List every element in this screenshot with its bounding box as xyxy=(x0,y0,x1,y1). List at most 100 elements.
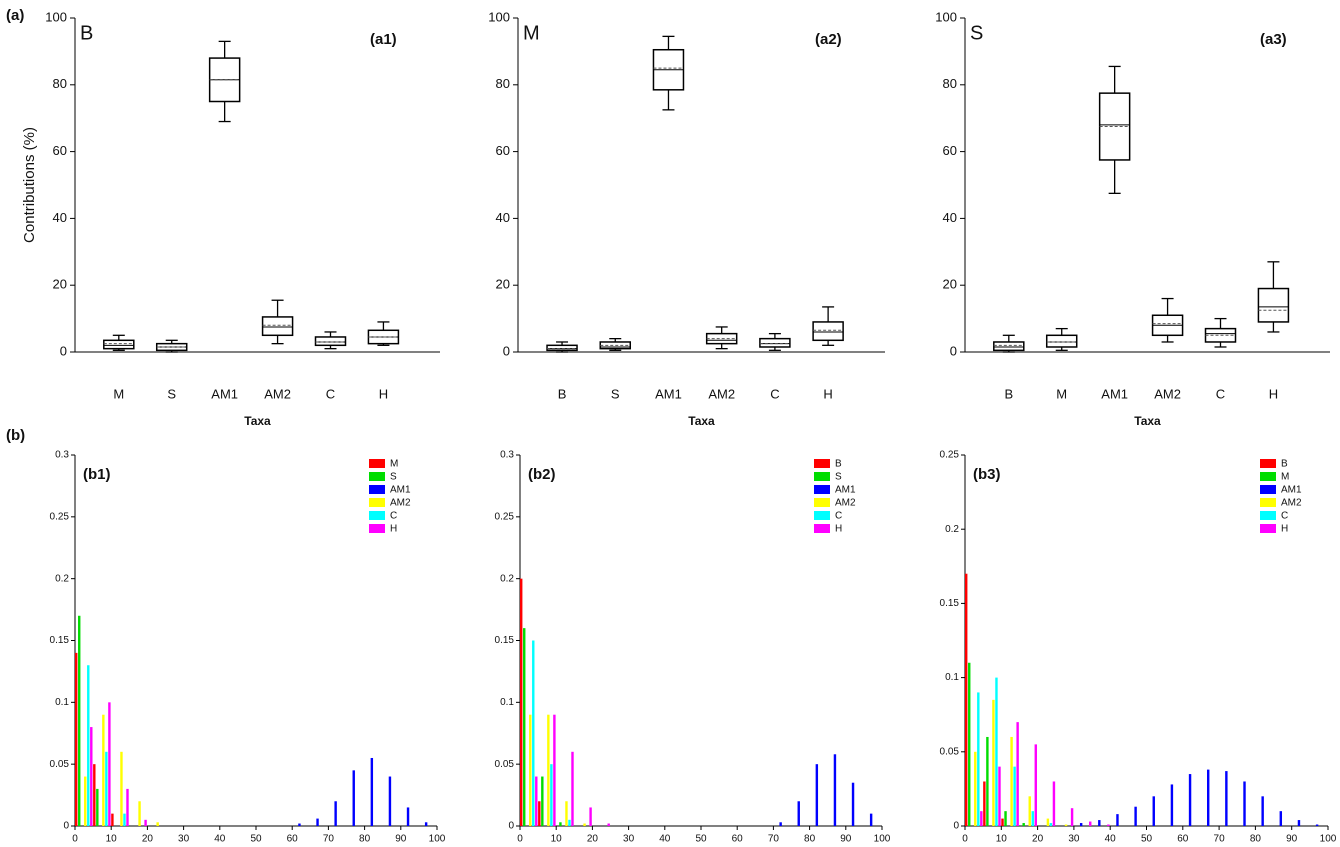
bar xyxy=(523,628,526,826)
legend-swatch xyxy=(369,459,385,468)
y-tick-label: 60 xyxy=(53,143,67,158)
bar xyxy=(851,782,855,826)
legend-swatch xyxy=(814,472,830,481)
bar xyxy=(998,766,1001,826)
x-tick-label: 40 xyxy=(659,834,671,845)
y-tick-label: 0.2 xyxy=(55,573,69,584)
bar xyxy=(529,714,532,826)
legend-swatch xyxy=(369,472,385,481)
x-tick-label: 10 xyxy=(551,834,563,845)
bar xyxy=(316,818,319,826)
x-axis-label: Taxa xyxy=(688,414,715,428)
bar xyxy=(1031,811,1034,826)
x-tick-label: C xyxy=(1216,386,1225,401)
y-tick-label: 40 xyxy=(496,210,510,225)
bar xyxy=(977,692,980,826)
y-tick-label: 0.3 xyxy=(500,450,514,461)
x-tick-label: M xyxy=(1056,386,1067,401)
bar xyxy=(583,823,586,826)
x-tick-label: 90 xyxy=(1286,834,1298,845)
bar xyxy=(424,822,428,826)
x-tick-label: H xyxy=(823,386,832,401)
x-tick-label: 60 xyxy=(732,834,744,845)
bar xyxy=(102,714,105,826)
bar xyxy=(589,807,592,826)
bar xyxy=(1315,824,1319,826)
bar xyxy=(1049,823,1053,826)
bar xyxy=(1188,774,1192,826)
legend-swatch xyxy=(369,485,385,494)
bar xyxy=(352,770,355,826)
x-tick-label: 70 xyxy=(1214,834,1226,845)
bar xyxy=(1022,823,1025,826)
y-tick-label: 0.15 xyxy=(495,635,515,646)
bar xyxy=(1243,781,1246,826)
bar xyxy=(1016,722,1019,826)
box xyxy=(261,316,294,337)
legend-label: AM2 xyxy=(390,498,411,509)
bar xyxy=(1004,811,1007,826)
x-tick-label: 100 xyxy=(874,834,891,845)
inset-label: S xyxy=(970,22,983,44)
box xyxy=(993,341,1025,352)
y-tick-label: 0.05 xyxy=(940,746,960,757)
bar xyxy=(520,578,523,826)
legend-swatch xyxy=(814,511,830,520)
y-tick-label: 0.2 xyxy=(500,573,514,584)
legend-swatch xyxy=(369,524,385,533)
x-tick-label: AM1 xyxy=(211,386,238,401)
bar xyxy=(541,776,544,826)
x-tick-label: 50 xyxy=(250,834,262,845)
legend-swatch xyxy=(1260,459,1276,468)
group-label: (b) xyxy=(6,427,25,444)
legend-swatch xyxy=(369,511,385,520)
bar xyxy=(334,801,337,826)
x-tick-label: 0 xyxy=(962,834,968,845)
y-tick-label: 100 xyxy=(935,9,957,24)
bar xyxy=(995,677,998,826)
bar xyxy=(1170,784,1174,826)
y-tick-label: 0 xyxy=(953,821,959,832)
bar xyxy=(833,754,837,826)
bar xyxy=(571,751,574,826)
x-tick-label: 20 xyxy=(1032,834,1044,845)
x-axis-label: Taxa xyxy=(1134,414,1161,428)
x-tick-label: C xyxy=(326,386,335,401)
x-tick-label: 50 xyxy=(695,834,707,845)
legend-label: H xyxy=(1281,524,1288,535)
legend-label: B xyxy=(835,459,842,470)
bar xyxy=(553,714,556,826)
panel-label: (a2) xyxy=(815,31,842,48)
x-tick-label: 30 xyxy=(623,834,635,845)
legend-label: S xyxy=(390,472,397,483)
legend-label: AM2 xyxy=(835,498,856,509)
bar xyxy=(105,751,108,826)
x-tick-label: 100 xyxy=(429,834,446,845)
panel-label: (a3) xyxy=(1260,31,1287,48)
bar xyxy=(815,764,819,826)
bar xyxy=(120,751,123,826)
bar xyxy=(108,702,111,826)
bar xyxy=(1207,769,1210,826)
x-tick-label: 80 xyxy=(1250,834,1262,845)
bar xyxy=(370,757,374,826)
bar xyxy=(96,788,99,826)
x-tick-label: AM2 xyxy=(708,386,735,401)
x-tick-label: S xyxy=(167,386,176,401)
legend-label: AM1 xyxy=(1281,485,1302,496)
bar xyxy=(1152,796,1155,826)
bar xyxy=(565,801,568,826)
bar xyxy=(1070,808,1074,826)
bar xyxy=(1034,744,1037,826)
y-tick-label: 0.05 xyxy=(495,759,515,770)
legend-swatch xyxy=(814,498,830,507)
x-tick-label: C xyxy=(770,386,779,401)
x-tick-label: 40 xyxy=(1105,834,1117,845)
legend-label: AM1 xyxy=(835,485,856,496)
group-label: (a) xyxy=(6,7,24,24)
bar xyxy=(532,640,535,826)
y-tick-label: 80 xyxy=(496,76,510,91)
x-tick-label: 50 xyxy=(1141,834,1153,845)
bar xyxy=(298,823,301,826)
y-tick-label: 60 xyxy=(496,143,510,158)
